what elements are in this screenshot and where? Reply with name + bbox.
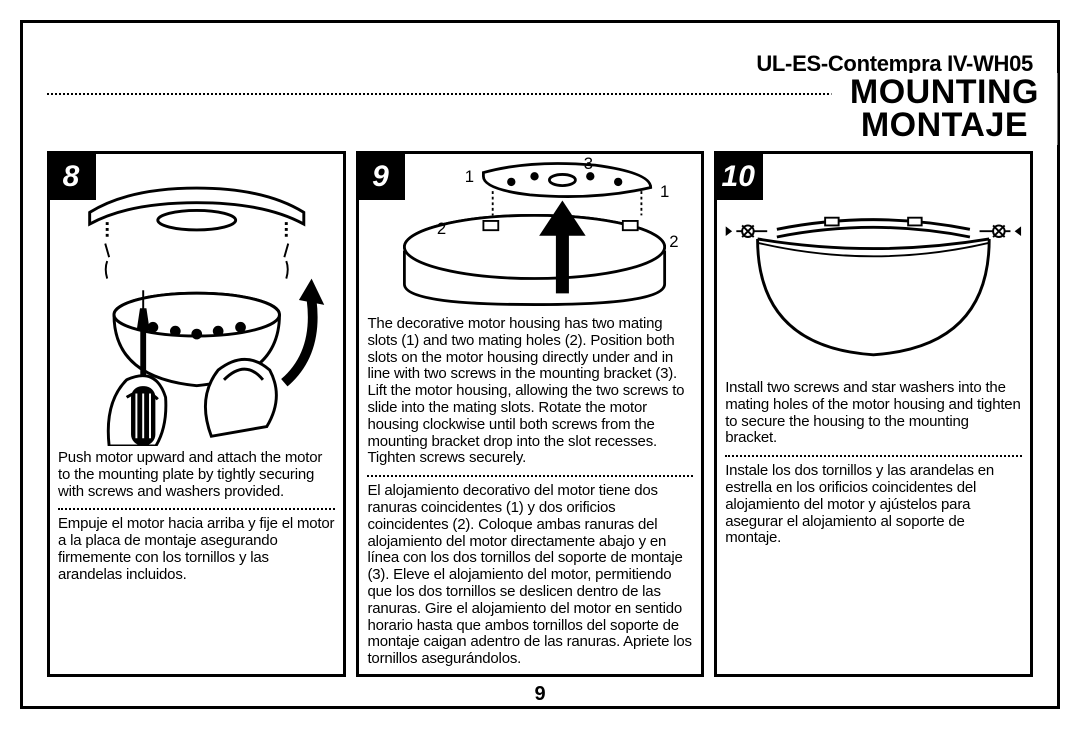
callout-2b: 2 xyxy=(670,232,679,251)
panel-9: 9 xyxy=(356,151,704,677)
step-badge-9: 9 xyxy=(359,154,405,200)
panel-10-text-es: Instale los dos tornillos y las arandela… xyxy=(717,459,1030,553)
panel-9-illustration: 1 3 1 2 2 xyxy=(359,154,701,312)
panel-10-divider xyxy=(725,455,1022,457)
panels-row: 8 xyxy=(23,145,1057,677)
page-number: 9 xyxy=(23,683,1057,706)
callout-2a: 2 xyxy=(437,219,446,238)
panel-8-text-en: Push motor upward and attach the motor t… xyxy=(50,446,343,506)
callout-3: 3 xyxy=(584,154,593,173)
panel-10-illustration xyxy=(717,154,1030,376)
panel-8: 8 xyxy=(47,151,346,677)
callout-1a: 1 xyxy=(465,167,474,186)
panel-8-text-es: Empuje el motor hacia arriba y fije el m… xyxy=(50,512,343,589)
panel-9-divider xyxy=(367,475,693,477)
page-frame: UL-ES-Contempra IV-WH05 MOUNTING MONTAJE… xyxy=(20,20,1060,709)
panel-8-divider xyxy=(58,508,335,510)
panel-9-text-en: The decorative motor housing has two mat… xyxy=(359,312,701,473)
step-badge-10: 10 xyxy=(717,154,763,200)
title-es: MONTAJE xyxy=(850,106,1039,145)
callout-1b: 1 xyxy=(660,182,669,201)
step-badge-8: 8 xyxy=(50,154,96,200)
panel-9-text-es: El alojamiento decorativo del motor tien… xyxy=(359,479,701,674)
panel-10-text-en: Install two screws and star washers into… xyxy=(717,376,1030,453)
panel-10: 10 xyxy=(714,151,1033,677)
title-block: MOUNTING MONTAJE xyxy=(23,81,1057,145)
